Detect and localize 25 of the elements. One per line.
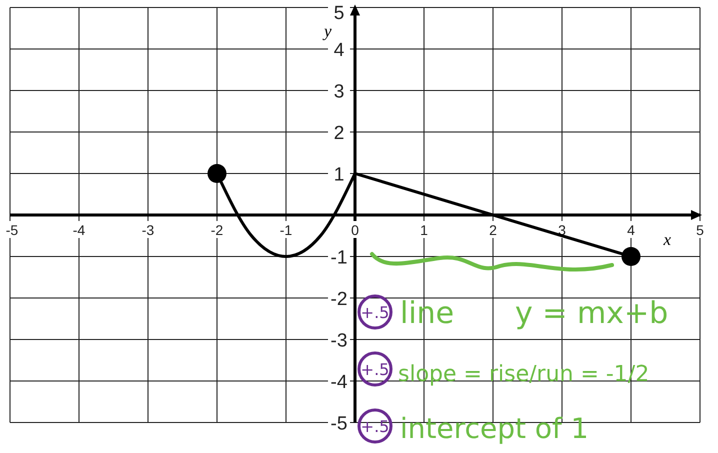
x-tick-label: -3 [142,222,154,238]
x-tick-label: -1 [280,222,292,238]
x-tick-label: 4 [627,222,636,238]
y-tick-label: 4 [334,40,345,61]
x-tick-label: -2 [210,222,224,238]
x-tick-label: 5 [696,222,704,238]
annotation: +.5 [360,303,390,322]
annotation: +.5 [360,417,390,436]
y-tick-label: -3 [330,330,348,352]
y-tick-label: 5 [334,3,344,24]
x-axis-title: x [662,230,672,249]
y-tick-label: -2 [330,289,348,310]
y-tick-label: -4 [330,372,348,393]
y-tick-label: 2 [334,123,344,144]
y-axis-title: y [322,21,332,40]
x-tick-label: -4 [72,222,86,238]
annotation: +.5 [360,360,390,379]
y-tick-label: 3 [334,82,344,102]
y-tick-label: -1 [330,248,348,268]
x-tick-label: 1 [420,222,428,238]
x-tick-label: 0 [351,222,360,238]
x-tick-label: -5 [6,222,18,238]
y-tick-label: 1 [334,164,344,186]
y-tick-label: -5 [330,414,348,434]
x-tick-label: 2 [489,222,498,238]
